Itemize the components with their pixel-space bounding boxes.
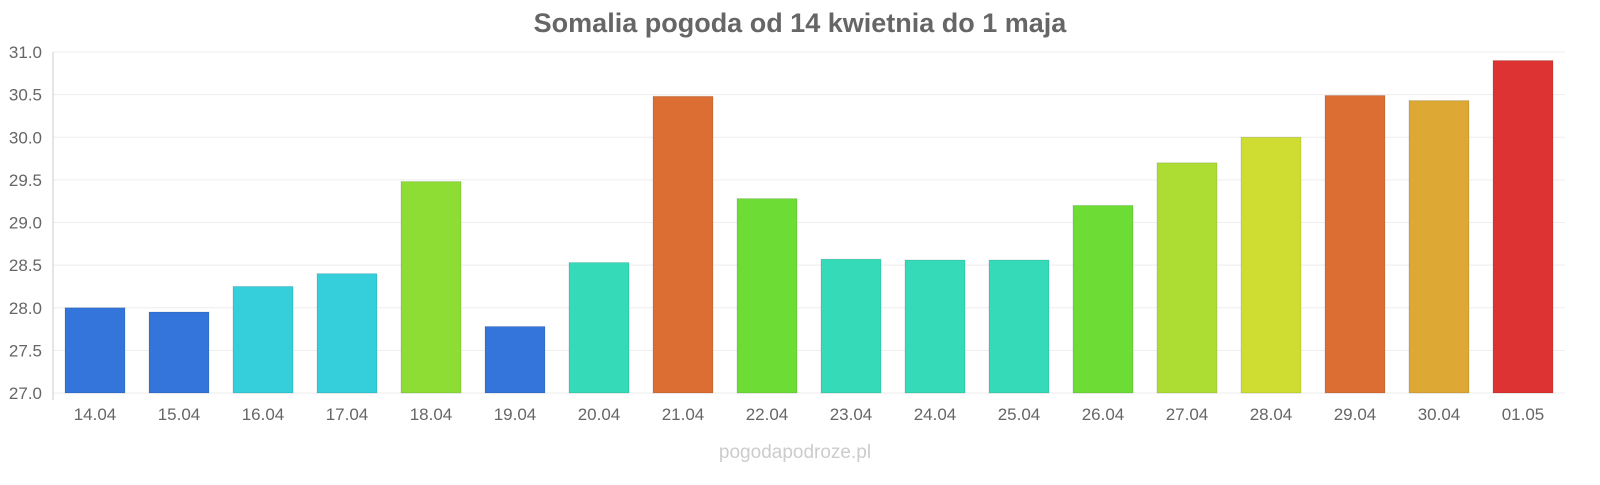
x-tick-label: 29.04	[1334, 405, 1377, 424]
y-tick-label: 30.0	[9, 128, 42, 147]
chart-title: Somalia pogoda od 14 kwietnia do 1 maja	[534, 8, 1068, 38]
bar-26.04	[1072, 204, 1134, 394]
y-tick-label: 29.5	[9, 171, 42, 190]
bar-27.04	[1156, 162, 1218, 394]
y-tick-label: 31.0	[9, 43, 42, 62]
x-tick-label: 26.04	[1082, 405, 1125, 424]
x-tick-label: 19.04	[494, 405, 537, 424]
x-tick-label: 24.04	[914, 405, 957, 424]
x-tick-label: 17.04	[326, 405, 369, 424]
x-tick-label: 14.04	[74, 405, 117, 424]
x-tick-label: 28.04	[1250, 405, 1293, 424]
x-axis-ticks: 14.04 15.04 16.04 17.04 18.04 19.04 20.04 21.04…	[74, 405, 1545, 424]
bar-20.04	[568, 262, 630, 394]
bar-19.04	[484, 326, 546, 394]
x-tick-label: 27.04	[1166, 405, 1209, 424]
x-tick-label: 21.04	[662, 405, 705, 424]
bars	[64, 60, 1554, 394]
gridlines	[53, 51, 1565, 394]
bar-15.04	[148, 311, 210, 394]
y-tick-label: 29.0	[9, 214, 42, 233]
y-tick-label: 28.0	[9, 299, 42, 318]
bar-25.04	[988, 259, 1050, 394]
x-tick-label: 25.04	[998, 405, 1041, 424]
bar-30.04	[1408, 100, 1470, 394]
x-tick-label: 16.04	[242, 405, 285, 424]
x-tick-label: 18.04	[410, 405, 453, 424]
x-tick-label: 23.04	[830, 405, 873, 424]
x-tick-label: 20.04	[578, 405, 621, 424]
y-axis-ticks: 27.0 27.5 28.0 28.5 29.0 29.5 30.0 30.5 31.0	[9, 43, 42, 403]
y-tick-label: 27.0	[9, 384, 42, 403]
bar-28.04	[1240, 136, 1302, 394]
bar-23.04	[820, 258, 882, 394]
bar-29.04	[1324, 94, 1386, 394]
bar-01.05	[1492, 60, 1554, 394]
y-tick-label: 28.5	[9, 256, 42, 275]
bar-16.04	[232, 285, 294, 394]
bar-18.04	[400, 181, 462, 394]
bar-21.04	[652, 95, 714, 394]
y-tick-label: 27.5	[9, 341, 42, 360]
bar-24.04	[904, 259, 966, 394]
x-tick-label: 01.05	[1502, 405, 1545, 424]
y-tick-label: 30.5	[9, 86, 42, 105]
bar-17.04	[316, 273, 378, 394]
x-tick-label: 15.04	[158, 405, 201, 424]
x-tick-label: 30.04	[1418, 405, 1461, 424]
bar-14.04	[64, 307, 126, 394]
x-tick-label: 22.04	[746, 405, 789, 424]
watermark: pogodapodroze.pl	[719, 442, 871, 463]
bar-22.04	[736, 198, 798, 394]
